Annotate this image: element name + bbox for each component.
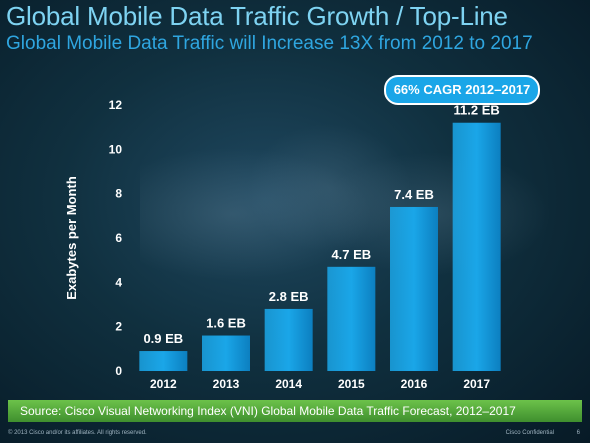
slide-subtitle: Global Mobile Data Traffic will Increase…	[6, 33, 533, 54]
data-label: 0.9 EB	[143, 331, 183, 346]
bar-2012	[139, 351, 188, 371]
bar-2016	[390, 206, 438, 371]
y-tick-label: 6	[115, 231, 122, 245]
x-tick-label: 2012	[150, 377, 177, 391]
y-tick-label: 10	[109, 142, 123, 156]
source-note: Source: Cisco Visual Networking Index (V…	[8, 400, 582, 422]
x-tick-label: 2017	[463, 377, 490, 391]
page-number: 6	[576, 430, 580, 436]
y-tick-label: 12	[109, 98, 123, 112]
y-tick-label: 4	[115, 275, 122, 289]
data-label: 4.7 EB	[331, 247, 371, 262]
confidential-text: Cisco Confidential	[505, 430, 554, 436]
bar-2017	[452, 122, 501, 371]
x-tick-label: 2015	[338, 377, 365, 391]
x-tick-label: 2013	[213, 377, 240, 391]
data-label: 7.4 EB	[394, 187, 434, 202]
cagr-badge: 66% CAGR 2012–2017	[384, 75, 540, 105]
data-label: 11.2 EB	[454, 103, 500, 118]
x-tick-label: 2014	[275, 377, 302, 391]
bar-2015	[327, 266, 376, 371]
data-label: 1.6 EB	[206, 316, 246, 331]
bar-2013	[202, 335, 250, 371]
y-tick-label: 8	[115, 187, 122, 201]
x-tick-label: 2016	[401, 377, 428, 391]
copyright-text: © 2013 Cisco and/or its affiliates. All …	[8, 430, 147, 436]
y-tick-label: 0	[115, 364, 122, 378]
slide-title: Global Mobile Data Traffic Growth / Top-…	[6, 1, 508, 31]
bar-2014	[264, 308, 313, 371]
data-label: 2.8 EB	[269, 289, 309, 304]
y-tick-label: 2	[115, 320, 122, 334]
